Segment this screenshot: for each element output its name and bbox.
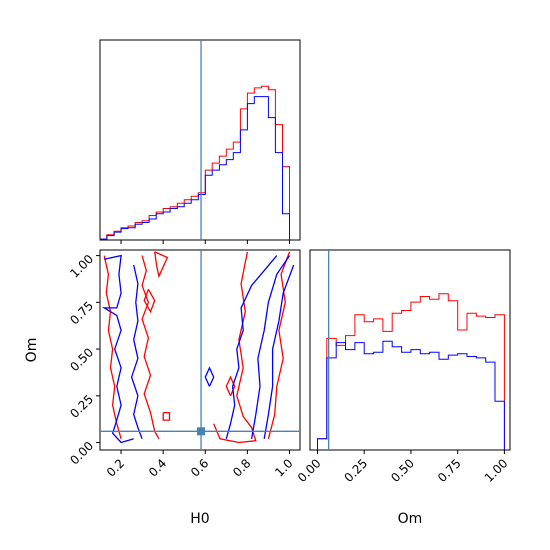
h0-om-contour-panel: 0.2 0.4 0.6 0.8 1.0 0.000.250.500.751.00 H0 …	[24, 249, 301, 527]
om-histogram-series	[317, 293, 505, 450]
contour-line-red	[103, 255, 122, 439]
contour-x-ticks: 0.2 0.4 0.6 0.8 1.0	[104, 450, 296, 480]
histogram-step-red	[317, 293, 505, 450]
histogram-step-blue	[317, 340, 505, 450]
y-tick-label: 0.00	[67, 439, 96, 468]
h0-histogram-frame	[99, 39, 301, 241]
x-tick-label: 0.00	[295, 456, 324, 485]
y-tick-label: 0.50	[67, 345, 96, 374]
histogram-step-blue	[99, 96, 290, 240]
x-axis-label-om: Om	[398, 511, 423, 527]
truth-marker	[197, 427, 206, 436]
x-tick-label: 1.0	[272, 456, 295, 479]
contour-y-ticks: 0.00 0.25 0.50 0.75 1.00	[67, 252, 100, 468]
y-tick-label: 1.00	[67, 252, 96, 281]
om-histogram-ticks: 0.00 0.25 0.50 0.75 1.00	[295, 450, 511, 485]
x-tick-label: 0.6	[188, 456, 211, 479]
contour-line-blue	[130, 264, 143, 440]
x-tick-label: 0.2	[104, 456, 127, 479]
x-tick-label: 0.4	[146, 456, 169, 479]
contour-line-red	[162, 411, 171, 421]
x-tick-label: 0.25	[342, 456, 371, 485]
om-histogram-panel: 0.00 0.25 0.50 0.75 1.00 Om	[295, 249, 511, 527]
contour-lines	[101, 251, 295, 444]
histogram-step-red	[99, 85, 290, 240]
contour-line-blue	[101, 254, 134, 444]
x-axis-label-h0: H0	[190, 511, 209, 527]
contour-line-red	[267, 251, 291, 439]
x-tick-label: 0.75	[435, 456, 464, 485]
contour-frame	[99, 249, 301, 451]
h0-histogram-panel	[99, 39, 301, 244]
y-tick-label: 0.25	[67, 392, 96, 421]
y-axis-label-om: Om	[24, 338, 40, 363]
x-tick-label: 1.00	[482, 456, 511, 485]
h0-histogram-ticks	[120, 240, 290, 244]
contour-line-red	[141, 255, 160, 440]
contour-line-blue	[250, 255, 291, 439]
contour-truth-lines	[100, 250, 300, 450]
h0-histogram-series	[99, 85, 290, 240]
contour-line-blue	[225, 255, 278, 439]
contour-line-red	[143, 288, 156, 314]
x-tick-label: 0.50	[388, 456, 417, 485]
contour-line-blue	[204, 366, 215, 387]
om-histogram-frame	[309, 249, 511, 451]
contour-line-red	[213, 251, 257, 444]
contour-line-red	[154, 251, 169, 279]
contour-line-blue	[263, 264, 295, 439]
y-tick-label: 0.75	[67, 299, 96, 328]
x-tick-label: 0.8	[230, 456, 253, 479]
